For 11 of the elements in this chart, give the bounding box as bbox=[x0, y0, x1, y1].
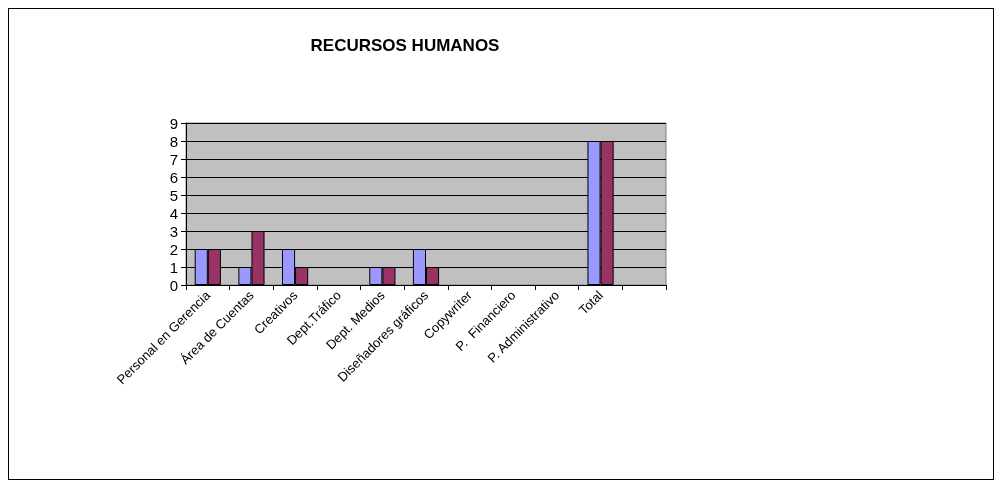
y-tick-label: 6 bbox=[169, 168, 178, 186]
chart-title: RECURSOS HUMANOS bbox=[310, 36, 500, 55]
y-tick-label: 3 bbox=[169, 222, 178, 240]
y-tick-label: 1 bbox=[169, 258, 178, 276]
y-tick-label: 4 bbox=[169, 204, 178, 222]
y-tick-label: 9 bbox=[169, 114, 178, 132]
y-tick-label: 0 bbox=[169, 276, 178, 294]
y-tick-label: 8 bbox=[169, 132, 178, 150]
y-tick-label: 7 bbox=[169, 150, 178, 168]
y-tick-label: 2 bbox=[169, 240, 178, 258]
y-tick-label: 5 bbox=[169, 186, 178, 204]
